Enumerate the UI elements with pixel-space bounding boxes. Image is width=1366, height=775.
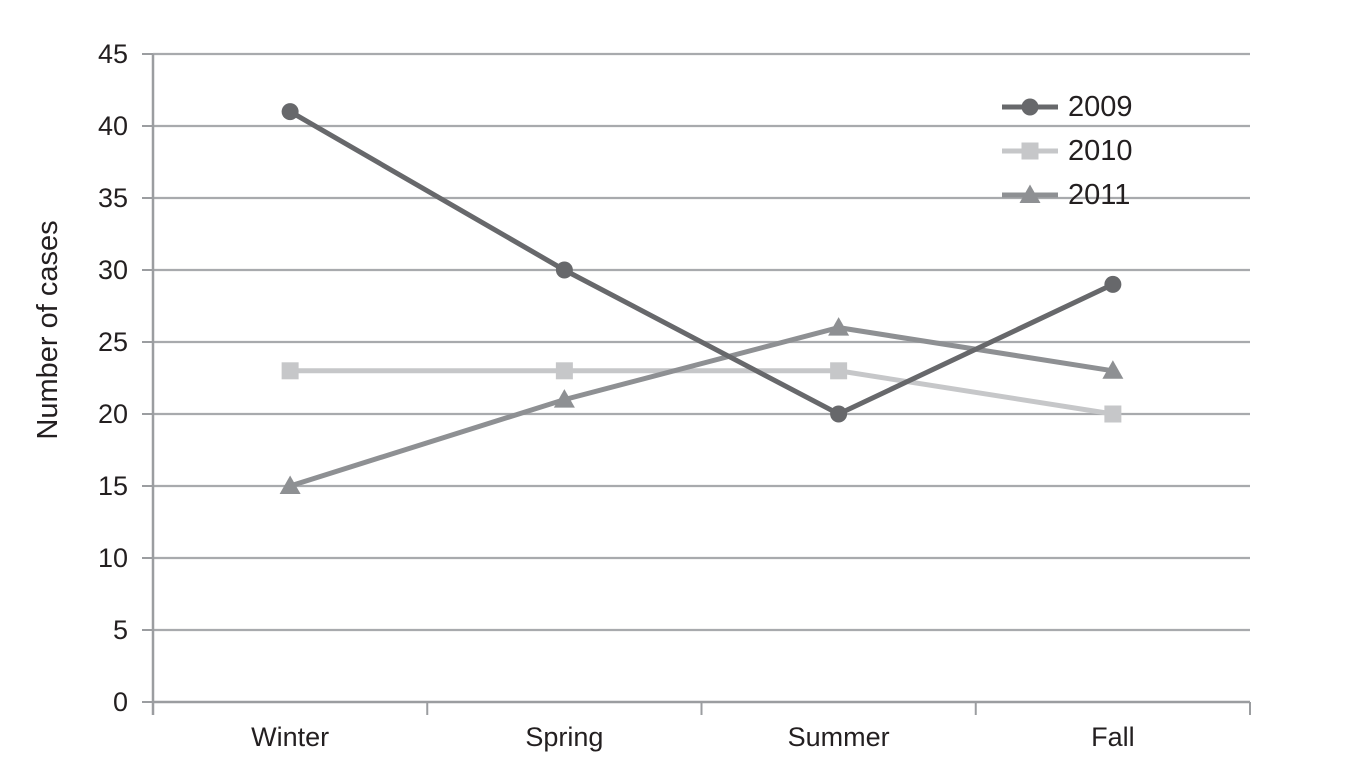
legend-label: 2009 bbox=[1068, 91, 1133, 123]
series-2010-marker-fall bbox=[1104, 405, 1122, 423]
legend-swatch-marker bbox=[1019, 184, 1041, 203]
series-2009-marker-spring bbox=[555, 261, 573, 279]
legend-swatch-marker bbox=[1021, 142, 1039, 160]
y-tick-label: 45 bbox=[98, 39, 128, 69]
y-axis-title: Number of cases bbox=[32, 220, 64, 439]
series-2009-line bbox=[288, 109, 1114, 417]
series-2011-marker-spring bbox=[553, 389, 575, 408]
y-tick-label: 30 bbox=[98, 255, 128, 285]
series-2011-marker-summer bbox=[828, 317, 850, 336]
series-2010-marker-winter bbox=[281, 362, 299, 380]
y-tick-label: 0 bbox=[113, 687, 128, 717]
series-2010-marker-spring bbox=[555, 362, 573, 380]
series-2009-marker-fall bbox=[1104, 275, 1122, 293]
series-2009-marker-summer bbox=[830, 405, 848, 423]
legend-swatch-marker bbox=[1021, 98, 1039, 116]
y-tick-label: 40 bbox=[98, 111, 128, 141]
legend-item-2010: 2010 bbox=[1002, 135, 1133, 167]
y-tick-label: 15 bbox=[98, 471, 128, 501]
legend-item-2009: 2009 bbox=[1002, 91, 1133, 123]
series-2011-marker-fall bbox=[1102, 360, 1124, 379]
y-tick-label: 25 bbox=[98, 327, 128, 357]
y-tick-label: 35 bbox=[98, 183, 128, 213]
y-tick-label: 10 bbox=[98, 543, 128, 573]
series-2010 bbox=[281, 362, 1122, 423]
series-2011-marker-winter bbox=[279, 475, 301, 494]
series-2009 bbox=[281, 103, 1122, 423]
y-tick-label: 20 bbox=[98, 399, 128, 429]
series-2010-marker-summer bbox=[830, 362, 848, 380]
x-category-label: Winter bbox=[251, 722, 329, 752]
x-category-label: Fall bbox=[1091, 722, 1135, 752]
series-2010-line bbox=[290, 368, 1114, 417]
x-category-label: Spring bbox=[525, 722, 603, 752]
series-2011-line bbox=[289, 325, 1114, 489]
legend-label: 2010 bbox=[1068, 135, 1133, 167]
series-2009-marker-winter bbox=[281, 103, 299, 121]
legend-label: 2011 bbox=[1068, 179, 1130, 211]
x-category-label: Summer bbox=[788, 722, 890, 752]
y-tick-label: 5 bbox=[113, 615, 128, 645]
legend-item-2011: 2011 bbox=[1002, 179, 1130, 211]
